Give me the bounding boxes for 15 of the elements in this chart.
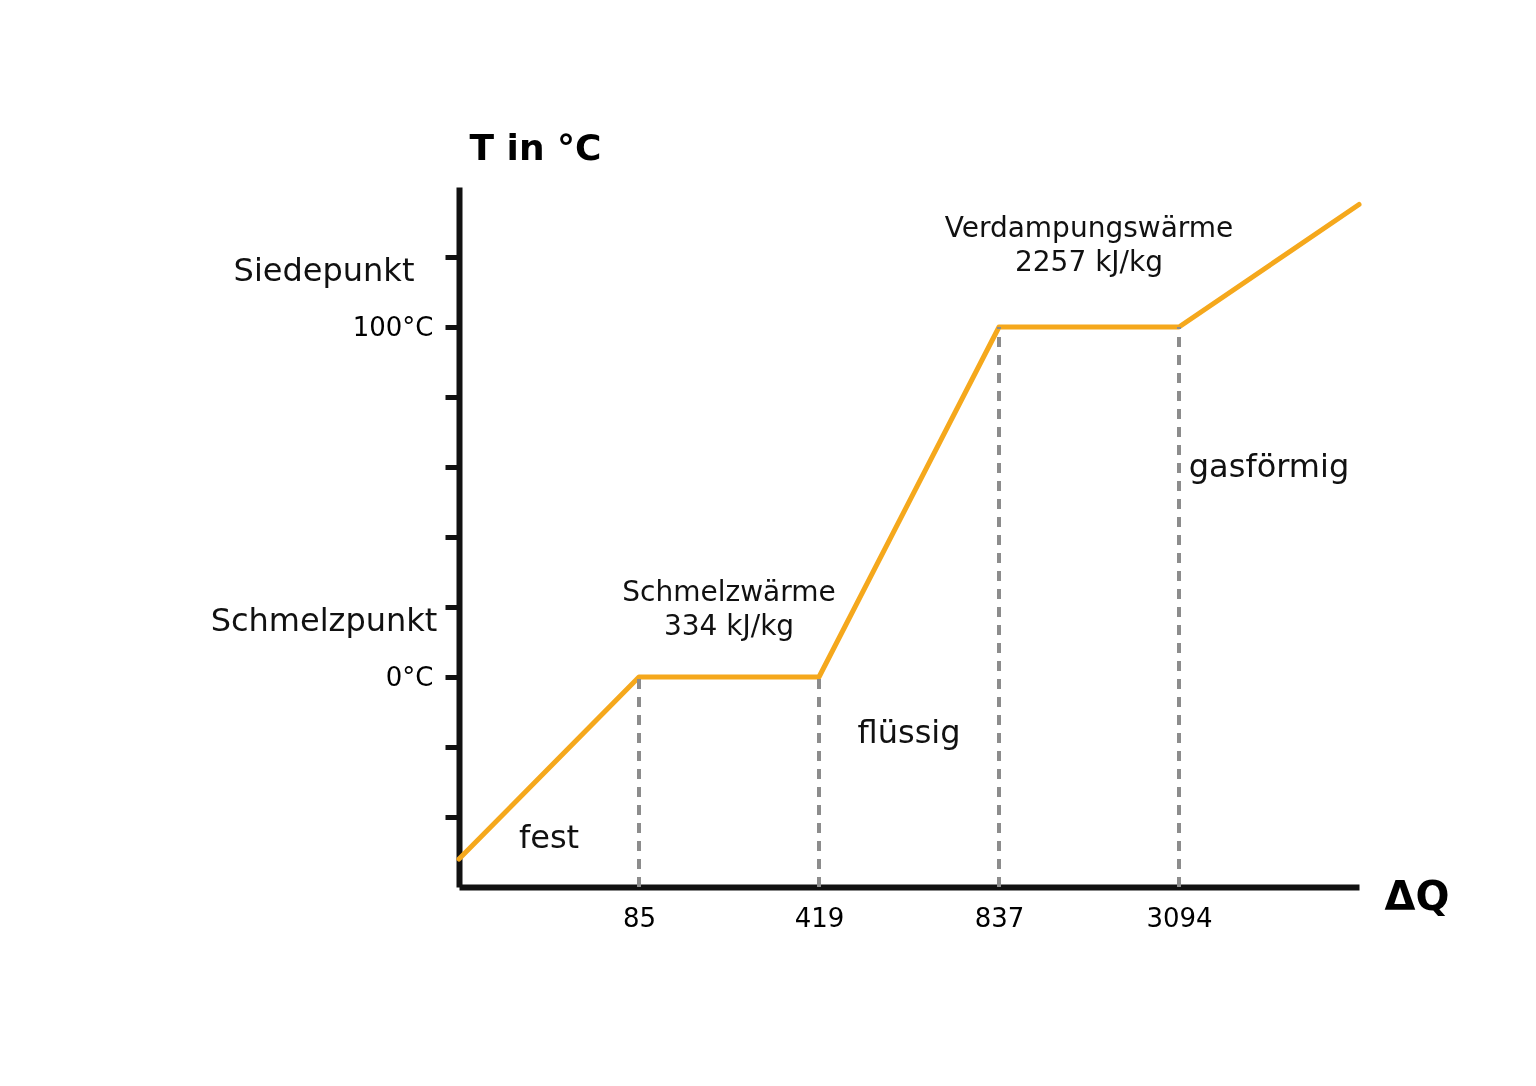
y-axis-title: T in °C [469,126,602,168]
text: Schmelzpunkt [210,601,438,639]
x-tick-label: 837 [974,902,1025,933]
annotation: fest [518,818,580,856]
annotation: Schmelzwärme 334 kJ/kg [622,575,836,642]
y-tick-label: 100°C [352,311,434,342]
x-tick-label: 419 [794,902,845,933]
annotation: gasförmig [1188,447,1350,485]
annotation: Verdampungswärme 2257 kJ/kg [944,211,1234,278]
x-tick-label: 3094 [1146,902,1213,933]
y-tick-label: 0°C [385,661,434,692]
x-tick-label: 85 [622,902,657,933]
annotation: flüssig [857,713,961,751]
text: Siedepunkt [233,251,415,289]
x-axis-title: ΔQ [1384,872,1450,919]
